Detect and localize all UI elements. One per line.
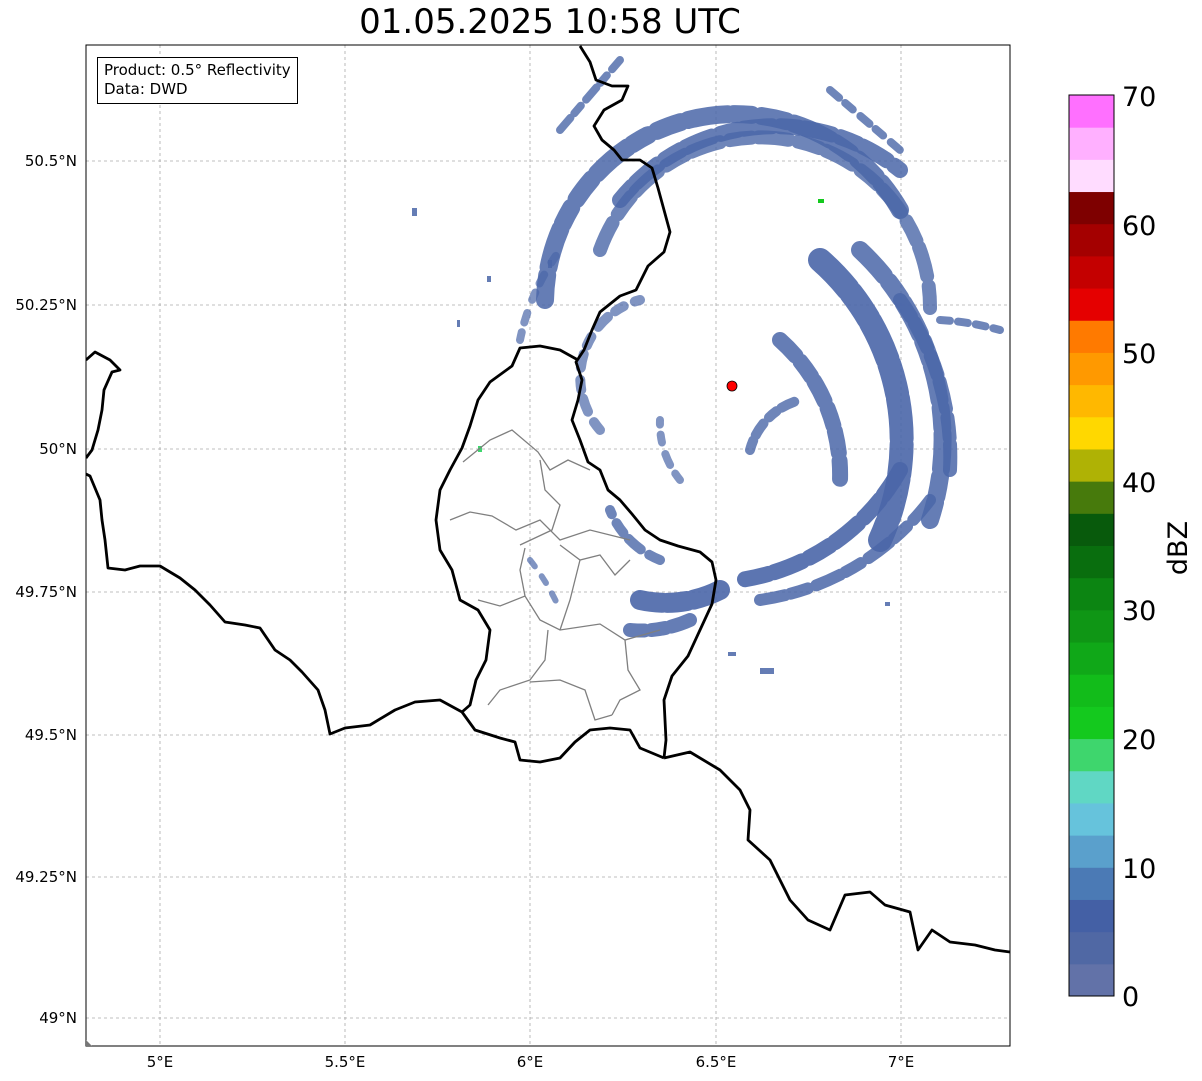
colorbar-segment: [1069, 609, 1114, 643]
colorbar-segment: [1069, 320, 1114, 353]
colorbar-segment: [1069, 288, 1114, 321]
lon-tick-label: 6°E: [517, 1053, 544, 1071]
product-label: Product: 0.5° Reflectivity: [104, 61, 291, 79]
lat-tick-label: 49.5°N: [25, 726, 77, 744]
echo-band: [556, 56, 624, 134]
colorbar-segment: [1069, 545, 1114, 579]
colorbar-segment: [1069, 674, 1114, 707]
colorbar-segment: [1069, 481, 1114, 514]
echo-speck: [885, 602, 890, 606]
radar-site-marker: [726, 380, 738, 392]
reflectivity-field: [412, 56, 1004, 674]
lon-tick-label: 5.5°E: [325, 1053, 366, 1071]
border-be-fr-west: [86, 350, 122, 459]
lat-tick-label: 50.25°N: [15, 296, 77, 314]
colorbar-tick-label: 10: [1122, 854, 1156, 885]
echo-band: [536, 105, 909, 309]
colorbar-tick-label: 70: [1122, 82, 1156, 113]
echo-speck-green: [478, 446, 482, 452]
colorbar-segment: [1069, 127, 1114, 160]
echo-band: [732, 462, 908, 588]
lat-tick-label: 49.75°N: [15, 583, 77, 601]
echo-speck: [548, 260, 552, 268]
colorbar-segment: [1069, 963, 1114, 997]
colorbar-segment: [1069, 255, 1114, 289]
border-be-fr: [86, 472, 463, 736]
colorbar-segment: [1069, 835, 1114, 868]
colorbar-tick-label: 30: [1122, 596, 1156, 627]
data-source-label: Data: DWD: [104, 80, 188, 98]
echo-speck: [412, 208, 417, 216]
echo-band: [754, 494, 936, 606]
colorbar-tick-label: 60: [1122, 211, 1156, 242]
map-frame: [85, 44, 1011, 1047]
lat-tick-label: 49°N: [39, 1009, 77, 1027]
colorbar-frame: [1068, 94, 1115, 997]
colorbar-label: dBZ: [1163, 521, 1194, 575]
colorbar-segment: [1069, 802, 1114, 836]
map-title: 01.05.2025 10:58 UTC: [359, 2, 741, 42]
echo-band: [527, 557, 563, 613]
lon-tick-labels: 5°E 5.5°E 6°E 6.5°E 7°E: [147, 1053, 915, 1071]
border-lu-be: [434, 344, 579, 714]
colorbar-segment: [1069, 770, 1114, 804]
echo-band: [808, 248, 914, 552]
colorbar: [1069, 95, 1114, 997]
echo-speck: [760, 668, 774, 674]
product-info-box: Product: 0.5° Reflectivity Data: DWD: [97, 57, 298, 104]
lat-tick-label: 50.5°N: [25, 152, 77, 170]
echo-band: [745, 395, 805, 455]
colorbar-segment: [1069, 899, 1114, 933]
echo-band: [623, 613, 697, 638]
colorbar-segment: [1069, 448, 1114, 482]
echo-speck: [487, 276, 491, 282]
colorbar-segment: [1069, 577, 1114, 611]
colorbar-segment: [1069, 513, 1114, 546]
lat-tick-labels: 50.5°N 50.25°N 50°N 49.75°N 49.5°N 49.25…: [15, 152, 77, 1027]
colorbar-segment: [1069, 642, 1114, 675]
colorbar-tick-label: 50: [1122, 339, 1156, 370]
colorbar-tick-label: 20: [1122, 725, 1156, 756]
colorbar-segment: [1069, 416, 1114, 450]
echo-band: [655, 416, 684, 484]
corner-speck: [86, 1040, 92, 1046]
echo-speck: [457, 320, 460, 327]
colorbar-segment: [1069, 931, 1114, 965]
national-borders: [86, 45, 1010, 954]
border-be-de-lu-north: [570, 45, 718, 759]
lon-tick-label: 7°E: [888, 1053, 915, 1071]
colorbar-segment: [1069, 738, 1114, 772]
colorbar-tick-label: 0: [1122, 982, 1139, 1013]
colorbar-segment: [1069, 867, 1114, 900]
colorbar-segment: [1069, 223, 1114, 257]
colorbar-segment: [1069, 159, 1114, 193]
lat-tick-label: 50°N: [39, 440, 77, 458]
colorbar-segment: [1069, 352, 1114, 386]
echo-band: [772, 332, 849, 488]
border-lu-fr: [460, 711, 665, 764]
colorbar-segment: [1069, 191, 1114, 225]
border-fr-de-south: [663, 750, 1010, 954]
lon-tick-label: 6.5°E: [696, 1053, 737, 1071]
echo-speck-green: [818, 199, 824, 203]
colorbar-ticks: 70 60 50 40 30 20 10 0: [1122, 82, 1156, 1013]
echo-band: [893, 293, 958, 477]
colorbar-segment: [1069, 95, 1114, 128]
admin-boundaries: [449, 429, 661, 721]
echo-band: [575, 295, 645, 435]
colorbar-tick-label: 40: [1122, 468, 1156, 499]
echo-band: [516, 246, 564, 344]
colorbar-segment: [1069, 384, 1114, 418]
gridlines: [86, 45, 1010, 1046]
colorbar-segment: [1069, 706, 1114, 740]
echo-speck: [728, 652, 736, 656]
lon-tick-label: 5°E: [147, 1053, 174, 1071]
echo-band: [936, 316, 1004, 334]
echo-band: [826, 86, 904, 154]
lat-tick-label: 49.25°N: [15, 868, 77, 886]
